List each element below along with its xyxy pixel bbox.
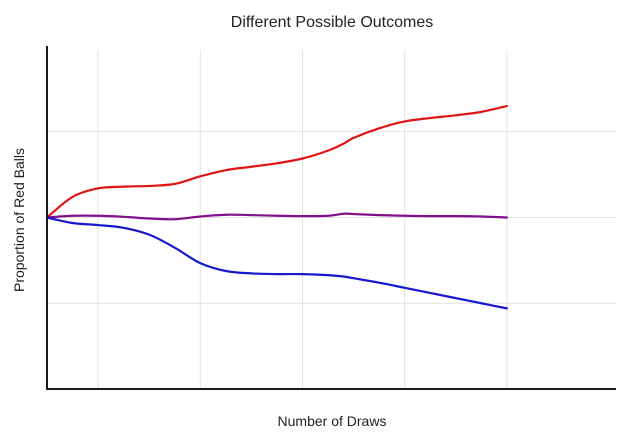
- series-line-blue: [45, 216, 508, 310]
- chart-title: Different Possible Outcomes: [231, 14, 433, 31]
- series-line-purple: [45, 212, 508, 221]
- series-lines: [45, 104, 508, 310]
- x-axis-label: Number of Draws: [278, 413, 387, 429]
- series-line-red: [45, 104, 508, 219]
- gridlines: [47, 50, 616, 389]
- y-axis-label: Proportion of Red Balls: [11, 148, 27, 292]
